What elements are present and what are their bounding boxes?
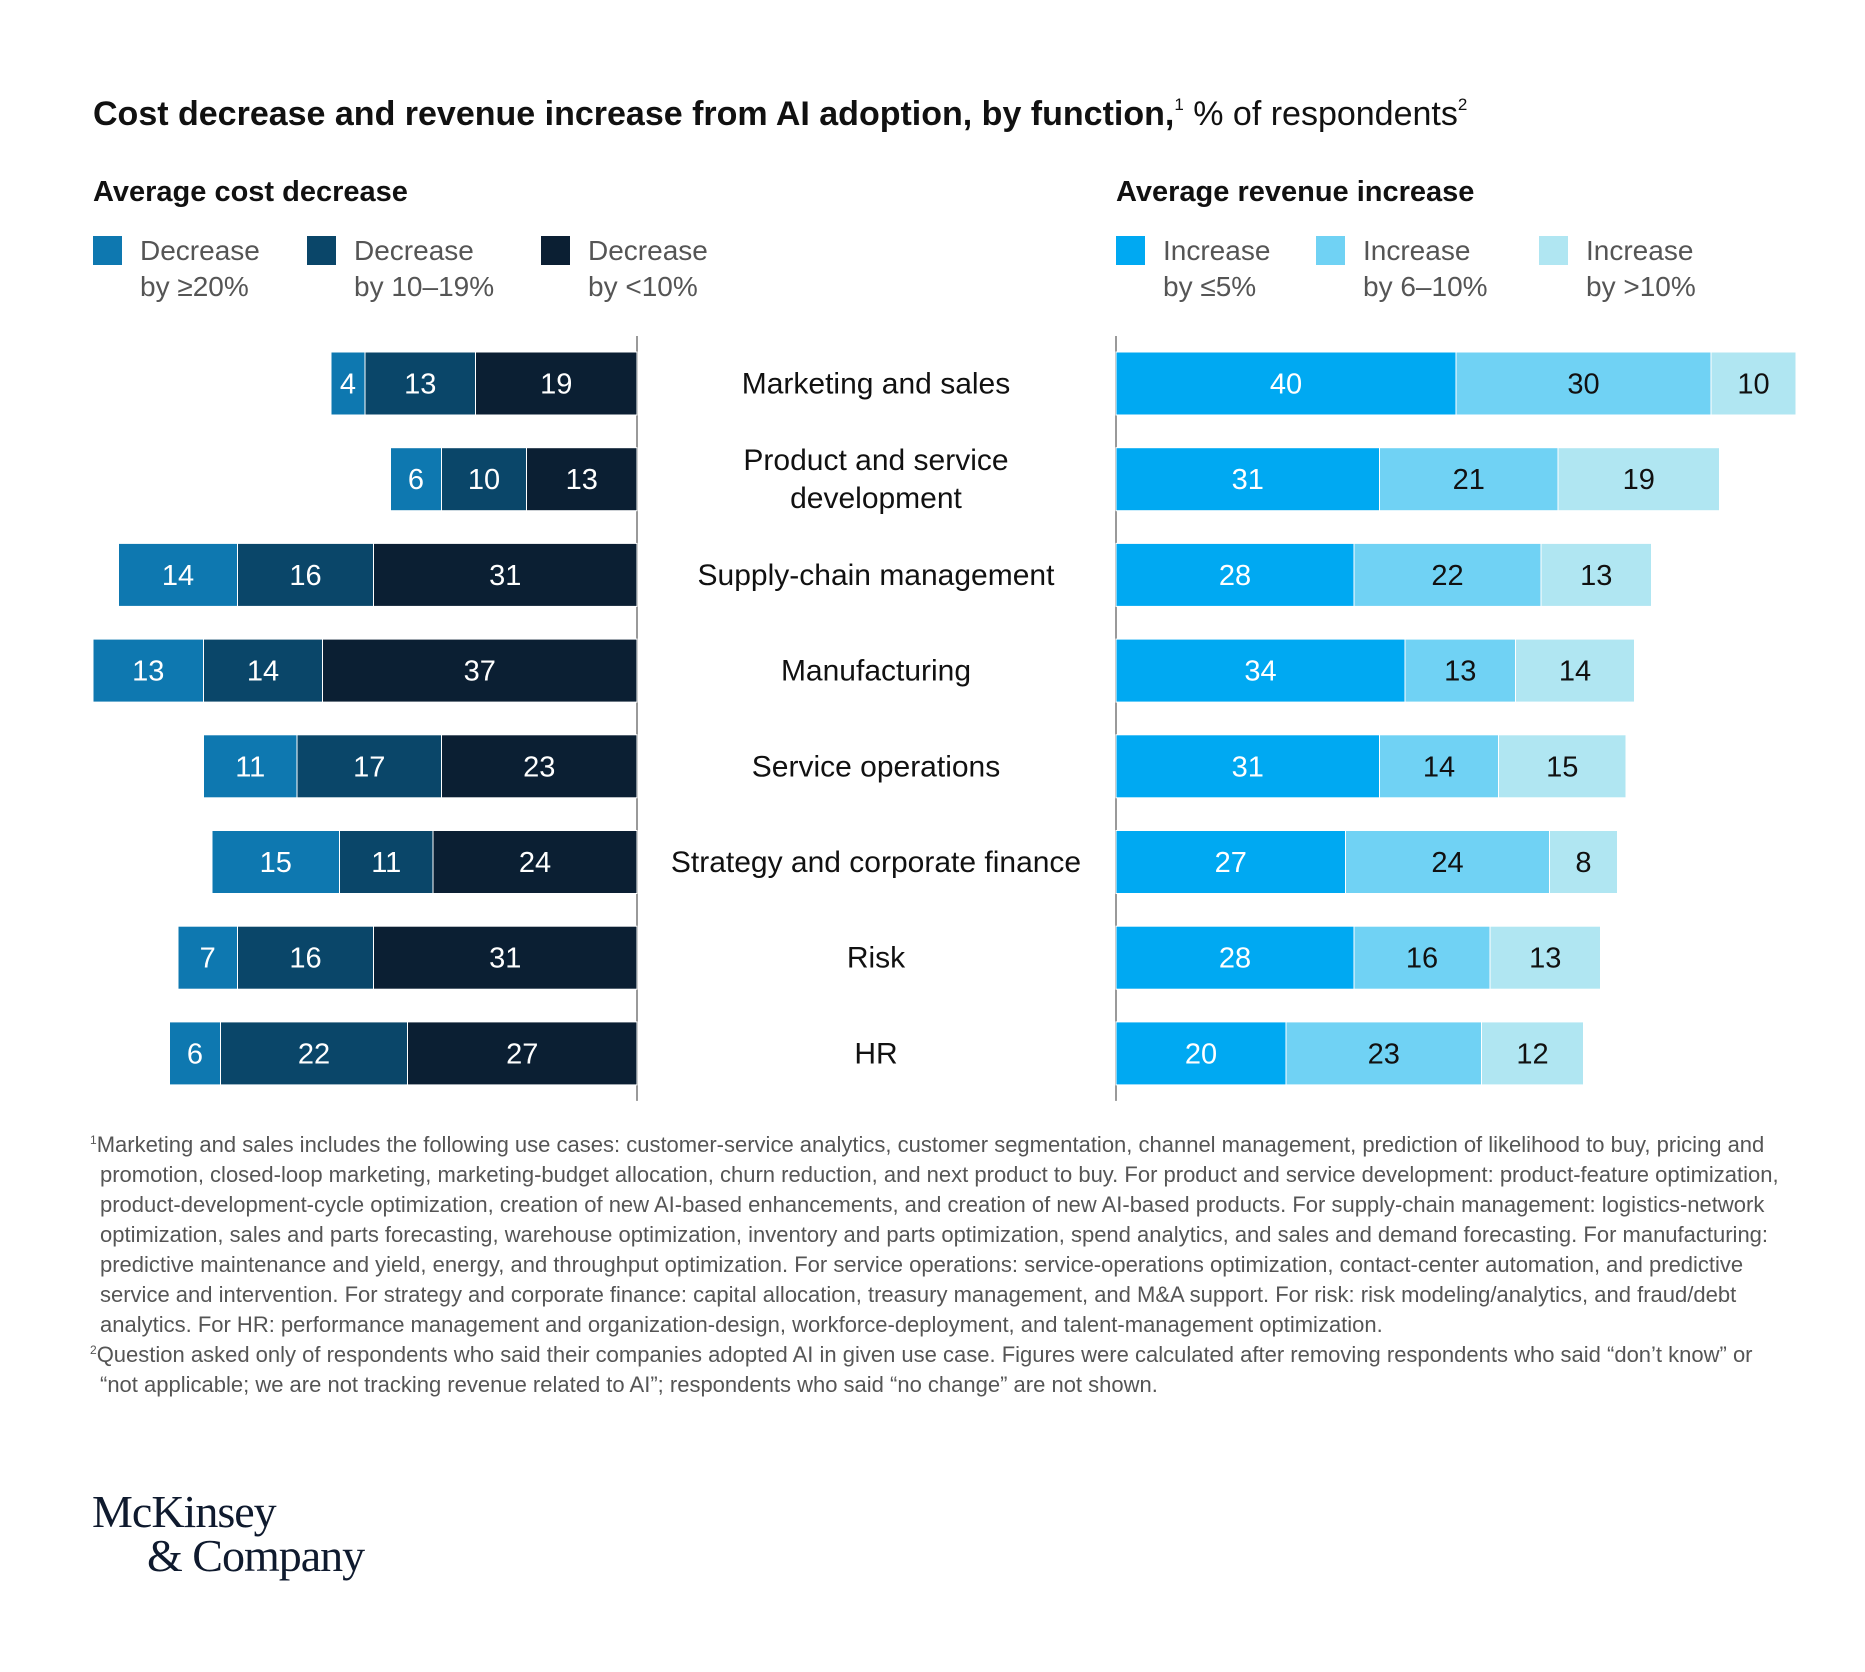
- cost-value-label: 31: [489, 560, 521, 592]
- revenue-value-label: 19: [1623, 464, 1655, 496]
- cost-value-label: 11: [235, 751, 265, 783]
- cost-value-label: 13: [404, 369, 436, 401]
- revenue-value-label: 12: [1516, 1038, 1548, 1070]
- revenue-value-label: 13: [1444, 656, 1476, 688]
- category-label: Service operations: [752, 750, 1000, 783]
- category-label: HR: [854, 1037, 897, 1070]
- footnote-marker: 2: [90, 1343, 97, 1357]
- footnote-marker: 1: [90, 1133, 97, 1147]
- cost-value-label: 19: [540, 369, 572, 401]
- category-label: Product and service development: [743, 444, 1008, 515]
- cost-value-label: 23: [523, 751, 555, 783]
- revenue-value-label: 16: [1406, 943, 1438, 975]
- category-label: Supply-chain management: [698, 559, 1056, 592]
- cost-value-label: 15: [260, 847, 292, 879]
- cost-value-label: 24: [519, 847, 551, 879]
- cost-value-label: 13: [566, 464, 598, 496]
- cost-value-label: 27: [506, 1038, 538, 1070]
- category-label: Risk: [847, 942, 906, 975]
- revenue-value-label: 8: [1575, 847, 1591, 879]
- logo-line-1: McKinsey: [92, 1490, 364, 1534]
- footnote-2: 2Question asked only of respondents who …: [90, 1340, 1790, 1400]
- category-label: Marketing and sales: [742, 368, 1010, 401]
- revenue-value-label: 14: [1423, 751, 1455, 783]
- footnotes: 1Marketing and sales includes the follow…: [90, 1130, 1790, 1400]
- revenue-value-label: 20: [1185, 1038, 1217, 1070]
- revenue-value-label: 31: [1232, 751, 1264, 783]
- cost-value-label: 16: [289, 560, 321, 592]
- footnote-text: Marketing and sales includes the followi…: [97, 1132, 1779, 1337]
- revenue-value-label: 27: [1215, 847, 1247, 879]
- revenue-value-label: 40: [1270, 369, 1302, 401]
- revenue-value-label: 21: [1453, 464, 1485, 496]
- revenue-value-label: 22: [1431, 560, 1463, 592]
- revenue-value-label: 15: [1546, 751, 1578, 783]
- revenue-value-label: 28: [1219, 943, 1251, 975]
- bar-chart: Marketing and sales 4 13 19 40 30 10 Product an…: [0, 0, 1865, 1120]
- footnote-1: 1Marketing and sales includes the follow…: [90, 1130, 1790, 1340]
- cost-value-label: 37: [464, 656, 496, 688]
- cost-value-label: 14: [162, 560, 194, 592]
- revenue-value-label: 13: [1529, 943, 1561, 975]
- cost-value-label: 6: [408, 464, 424, 496]
- logo-line-2: & Company: [92, 1534, 364, 1578]
- cost-value-label: 6: [187, 1038, 203, 1070]
- cost-value-label: 31: [489, 943, 521, 975]
- cost-value-label: 4: [340, 369, 356, 401]
- cost-value-label: 11: [371, 847, 401, 879]
- cost-value-label: 14: [247, 656, 279, 688]
- revenue-value-label: 31: [1232, 464, 1264, 496]
- category-label: Strategy and corporate finance: [671, 846, 1081, 879]
- cost-value-label: 7: [200, 943, 216, 975]
- category-label: Manufacturing: [781, 655, 971, 688]
- revenue-value-label: 28: [1219, 560, 1251, 592]
- cost-value-label: 10: [468, 464, 500, 496]
- mckinsey-logo: McKinsey & Company: [92, 1490, 364, 1578]
- footnote-text: Question asked only of respondents who s…: [97, 1342, 1753, 1397]
- cost-value-label: 22: [298, 1038, 330, 1070]
- cost-value-label: 17: [353, 751, 385, 783]
- cost-value-label: 13: [132, 656, 164, 688]
- revenue-value-label: 23: [1368, 1038, 1400, 1070]
- revenue-value-label: 30: [1567, 369, 1599, 401]
- revenue-value-label: 14: [1559, 656, 1591, 688]
- revenue-value-label: 24: [1431, 847, 1463, 879]
- revenue-value-label: 10: [1737, 369, 1769, 401]
- revenue-value-label: 13: [1580, 560, 1612, 592]
- revenue-value-label: 34: [1244, 656, 1276, 688]
- cost-value-label: 16: [289, 943, 321, 975]
